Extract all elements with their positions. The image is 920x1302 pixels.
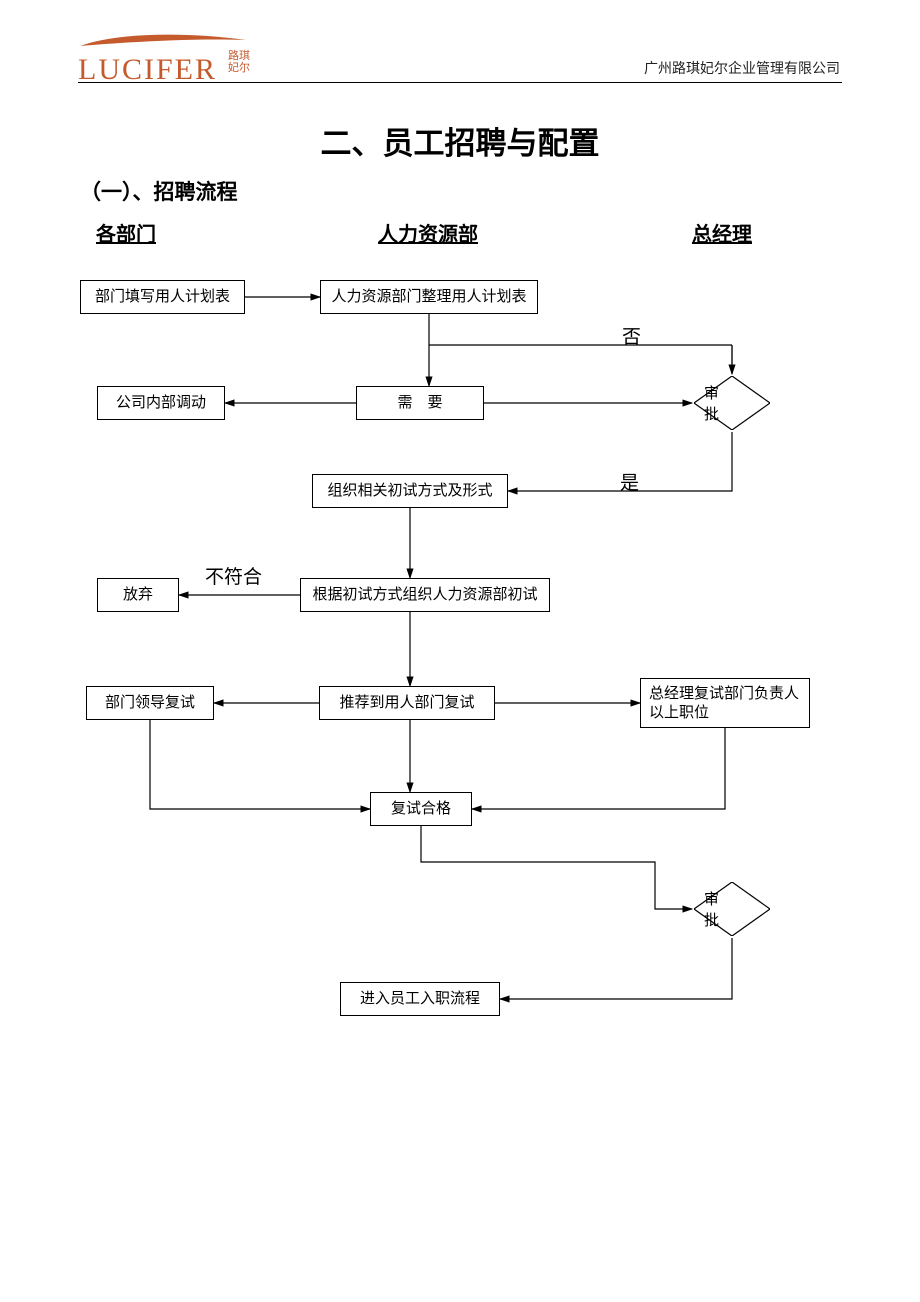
edge-e12 bbox=[150, 720, 370, 809]
edge-e5-label: 是 bbox=[620, 468, 639, 495]
node-d2-label: 审 批 bbox=[694, 882, 770, 936]
node-n2: 人力资源部门整理用人计划表 bbox=[320, 280, 538, 314]
lane-gm: 总经理 bbox=[692, 218, 752, 247]
section-subtitle: （一）、招聘流程 bbox=[80, 176, 238, 206]
page-title: 二、员工招聘与配置 bbox=[0, 118, 920, 163]
lane-hr: 人力资源部 bbox=[378, 218, 478, 247]
edge-e5b-label: 否 bbox=[622, 322, 641, 349]
node-n9: 推荐到用人部门复试 bbox=[319, 686, 495, 720]
node-n1: 部门填写用人计划表 bbox=[80, 280, 245, 314]
node-n11: 复试合格 bbox=[370, 792, 472, 826]
edge-e13 bbox=[472, 728, 725, 809]
node-d2: 审 批 bbox=[694, 882, 770, 936]
node-n4: 需 要 bbox=[356, 386, 484, 420]
node-n3: 公司内部调动 bbox=[97, 386, 225, 420]
logo: LUCIFER 路琪 妃尔 bbox=[78, 30, 248, 85]
node-d1: 审 批 bbox=[694, 376, 770, 430]
logo-word: LUCIFER bbox=[78, 55, 248, 85]
node-d1-label: 审 批 bbox=[694, 376, 770, 430]
edge-e14 bbox=[421, 826, 692, 909]
edge-e7-label: 不符合 bbox=[205, 562, 262, 589]
node-n12: 进入员工入职流程 bbox=[340, 982, 500, 1016]
header-rule bbox=[78, 82, 842, 83]
logo-swoosh-icon bbox=[78, 30, 248, 50]
edge-e15 bbox=[500, 938, 732, 999]
logo-cn: 路琪 妃尔 bbox=[228, 50, 250, 74]
document-page: LUCIFER 路琪 妃尔 广州路琪妃尔企业管理有限公司 二、员工招聘与配置 （… bbox=[0, 0, 920, 1302]
company-name: 广州路琪妃尔企业管理有限公司 bbox=[644, 58, 840, 78]
node-n7: 根据初试方式组织人力资源部初试 bbox=[300, 578, 550, 612]
node-n8: 部门领导复试 bbox=[86, 686, 214, 720]
node-n6: 放弃 bbox=[97, 578, 179, 612]
node-n10: 总经理复试部门负责人以上职位 bbox=[640, 678, 810, 728]
lane-dept: 各部门 bbox=[96, 218, 156, 247]
edge-e2 bbox=[429, 314, 732, 345]
node-n5: 组织相关初试方式及形式 bbox=[312, 474, 508, 508]
